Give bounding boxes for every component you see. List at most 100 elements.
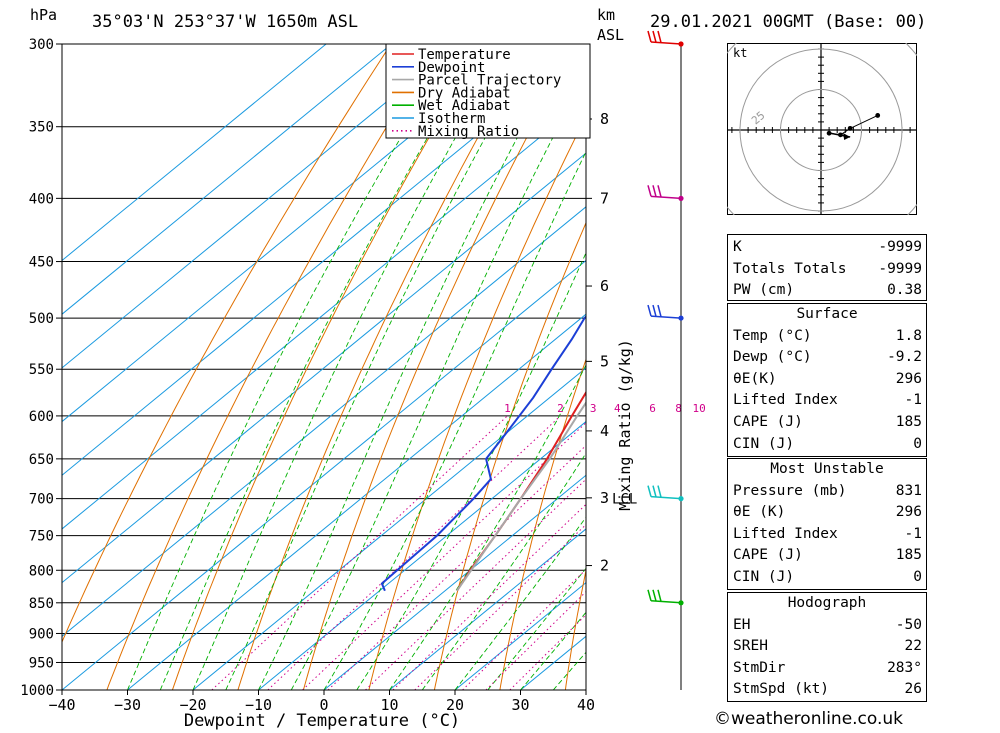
wet-adiabat: [389, 364, 586, 690]
isotherm: [62, 259, 586, 690]
dry-adiabat: [564, 567, 586, 690]
km-label: 7: [600, 189, 609, 207]
mixing-ratio-label: 1: [504, 402, 511, 415]
dry-adiabat: [237, 44, 531, 690]
pressure-label-300: 300: [29, 37, 54, 53]
dry-adiabat: [106, 44, 438, 690]
row-label: SREH: [733, 638, 768, 655]
table-row: θE (K) 296: [728, 502, 926, 524]
legend-label: Dewpoint: [418, 60, 485, 76]
isotherm: [62, 44, 327, 262]
dry-adiabat: [368, 115, 586, 690]
row-label: EH: [733, 616, 751, 633]
row-value: 26: [904, 681, 922, 698]
row-value: 296: [895, 370, 922, 387]
wind-barb-400: [647, 185, 684, 201]
pressure-label-350: 350: [29, 120, 54, 136]
hodograph-kt-label: kt: [733, 46, 747, 60]
row-label: CIN (J): [733, 568, 795, 585]
mixing-ratio-line: [414, 523, 586, 690]
mixing-ratio-label: 4: [614, 402, 621, 415]
row-label: Lifted Index: [733, 525, 838, 542]
asl-unit-label: ASL: [597, 26, 625, 44]
row-value: 296: [895, 504, 922, 521]
km-label: 4: [600, 422, 609, 440]
mixing-ratio-label: 3: [590, 402, 597, 415]
mixing-ratio-line: [327, 444, 586, 690]
row-label: Temp (°C): [733, 327, 812, 344]
wet-adiabat: [192, 44, 510, 690]
surface-panel: Surface Temp (°C) 1.8 Dewp (°C) -9.2 θE(K) 296…: [727, 303, 927, 457]
wind-barb-300: [647, 30, 684, 47]
table-row: SREH 22: [728, 636, 926, 658]
row-value: -9.2: [887, 349, 922, 366]
row-label: CAPE (J): [733, 547, 803, 564]
pressure-label-1000: 1000: [20, 683, 54, 699]
legend-label: Dry Adiabat: [418, 85, 511, 101]
row-value: 0: [913, 568, 922, 585]
x-tick-label: 0: [319, 696, 328, 714]
km-label: 3: [600, 489, 609, 507]
most-unstable-panel: Most Unstable Pressure (mb) 831 θE (K) 296 Li…: [727, 458, 927, 590]
row-value: 0: [913, 435, 922, 452]
lcl-label: LCL: [612, 492, 637, 508]
row-value: 831: [895, 482, 922, 499]
row-value: 185: [895, 547, 922, 564]
pressure-label-750: 750: [29, 529, 54, 545]
row-label: Lifted Index: [733, 392, 838, 409]
x-tick-label: 30: [511, 696, 529, 714]
dry-adiabat: [499, 357, 586, 690]
hodo-point: [875, 113, 881, 118]
row-value: -9999: [878, 260, 922, 277]
table-row: StmDir 283°: [728, 658, 926, 680]
isotherm: [127, 313, 586, 690]
wet-adiabat: [258, 44, 569, 690]
dry-adiabat: [302, 44, 578, 690]
isotherm: [258, 420, 586, 690]
series-dewpoint: [380, 315, 586, 592]
legend-label: Parcel Trajectory: [418, 73, 561, 89]
wet-adiabat: [421, 452, 586, 690]
dry-adiabat: [62, 44, 392, 644]
pressure-label-700: 700: [29, 492, 54, 508]
row-label: PW (cm): [733, 282, 795, 299]
row-value: -1: [904, 525, 922, 542]
table-row: Totals Totals -9999: [728, 259, 926, 281]
pressure-label-550: 550: [29, 362, 54, 378]
table-row: Lifted Index -1: [728, 390, 926, 412]
mixing-ratio-label: 10: [693, 402, 706, 415]
table-row: PW (cm) 0.38: [728, 280, 926, 302]
wet-adiabat: [127, 44, 458, 690]
table-row: CIN (J) 0: [728, 567, 926, 589]
table-row: CAPE (J) 185: [728, 545, 926, 567]
isotherm: [389, 528, 586, 690]
hodograph-table-panel: Hodograph EH -50 SREH 22 StmDir 283° StmSpd (kt…: [727, 592, 927, 702]
wet-adiabat: [323, 150, 586, 690]
isotherm: [62, 44, 392, 315]
hodo-point: [847, 125, 853, 131]
pressure-label-500: 500: [29, 311, 54, 327]
hodograph: kt 255075: [727, 43, 917, 215]
x-tick-label: −10: [245, 696, 272, 714]
pressure-label-950: 950: [29, 655, 54, 671]
dry-adiabat: [171, 44, 485, 690]
isotherm: [192, 367, 586, 690]
dry-adiabat: [955, 44, 1000, 690]
row-label: StmSpd (kt): [733, 681, 830, 698]
table-row: CAPE (J) 185: [728, 412, 926, 434]
mixing-ratio-line: [392, 503, 586, 690]
mixing-ratio-line: [365, 478, 586, 690]
indices-panel: K -9999 Totals Totals -9999 PW (cm) 0.38: [727, 234, 927, 301]
row-label: θE(K): [733, 370, 777, 387]
wet-adiabat: [356, 251, 586, 690]
mixing-ratio-label: 8: [675, 402, 682, 415]
row-value: 283°: [887, 659, 922, 676]
table-row: Temp (°C) 1.8: [728, 326, 926, 348]
x-tick-label: −20: [179, 696, 206, 714]
background-lines: [62, 44, 1000, 690]
row-label: K: [733, 239, 742, 255]
pressure-label-450: 450: [29, 255, 54, 271]
row-label: θE (K): [733, 504, 786, 521]
